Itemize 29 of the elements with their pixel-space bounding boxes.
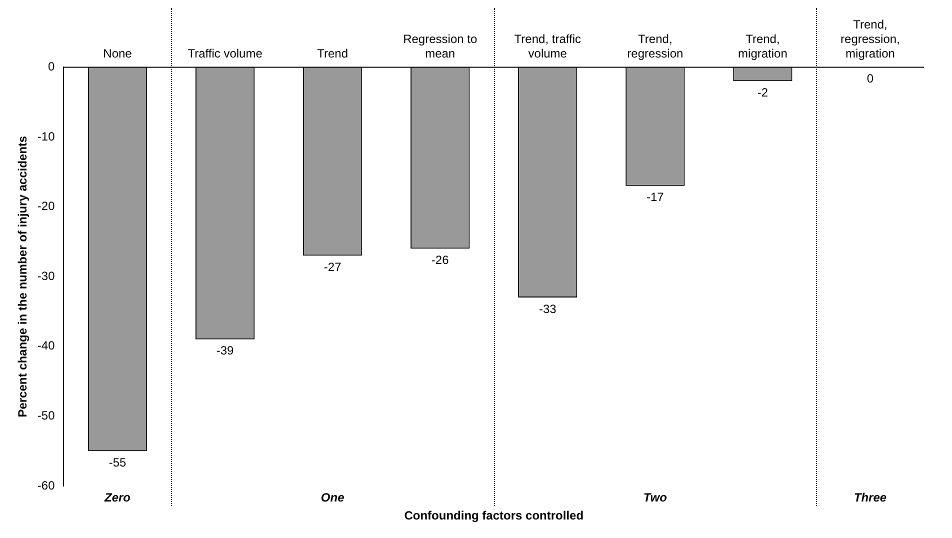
x-tick-label: Regression to mean [403, 32, 478, 60]
x-tick-label: None [103, 46, 132, 60]
y-tick-label: -10 [37, 129, 56, 144]
y-tick-label: -20 [37, 199, 56, 214]
x-tick-label: Trend, regression [627, 32, 684, 60]
data-label: -27 [324, 260, 342, 274]
data-label: -26 [431, 252, 450, 267]
text: Two [643, 490, 667, 504]
x-tick-label: Traffic volume [188, 46, 263, 60]
text: Three [854, 490, 887, 504]
y-tick-label: -40 [37, 338, 56, 353]
data-label: -2 [757, 85, 768, 100]
x-tick-label: Trend, migration [738, 32, 788, 60]
data-label: -39 [216, 344, 234, 358]
y-axis-title: Percent change in the number of injury accidents [16, 136, 30, 418]
y-tick-label: -60 [37, 478, 56, 492]
text: Zero [104, 490, 131, 504]
x-tick-label: Trend [317, 46, 348, 60]
text: One [320, 490, 345, 504]
x-tick-label: Trend, traffic volume [514, 32, 581, 60]
data-label: -17 [646, 190, 664, 204]
y-tick-label: 0 [48, 60, 56, 74]
x-tick-label: Trend, regression, migration [840, 18, 900, 60]
data-label: -33 [538, 302, 557, 316]
y-tick-label: -30 [37, 268, 56, 283]
data-label: -55 [108, 455, 127, 470]
y-tick-label: -50 [37, 408, 56, 423]
x-axis-title: Confounding factors controlled [404, 508, 584, 522]
data-label: 0 [866, 72, 874, 86]
